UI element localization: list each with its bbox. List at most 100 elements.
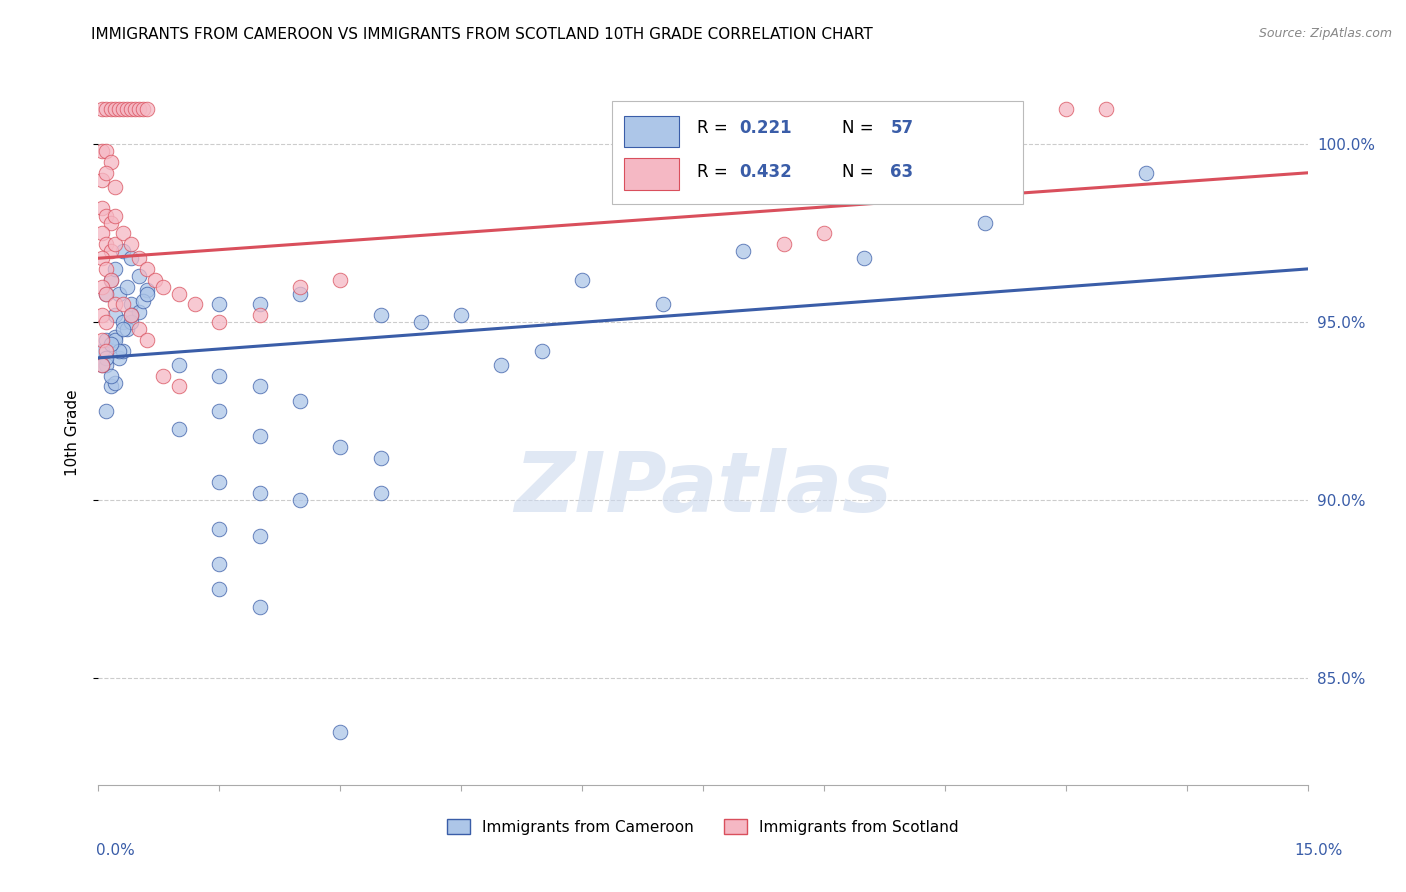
Point <box>91 333 114 347</box>
Text: R =: R = <box>697 163 733 181</box>
Text: IMMIGRANTS FROM CAMEROON VS IMMIGRANTS FROM SCOTLAND 10TH GRADE CORRELATION CHAR: IMMIGRANTS FROM CAMEROON VS IMMIGRANTS F… <box>91 27 873 42</box>
Point <box>974 216 997 230</box>
Point <box>249 379 271 393</box>
Point <box>96 358 118 372</box>
Point <box>103 209 125 223</box>
Point <box>288 393 311 408</box>
Point <box>288 286 311 301</box>
Point <box>208 522 231 536</box>
Point <box>100 368 122 383</box>
Point <box>91 358 114 372</box>
Point <box>152 279 174 293</box>
Point <box>111 297 134 311</box>
Point <box>120 251 142 265</box>
Point <box>107 351 129 365</box>
FancyBboxPatch shape <box>624 158 679 189</box>
Point <box>103 102 125 116</box>
Point <box>103 297 125 311</box>
Point <box>132 293 155 308</box>
Point <box>120 237 142 252</box>
Point <box>103 308 125 322</box>
Point <box>167 358 190 372</box>
Point <box>91 173 114 187</box>
Point <box>91 227 114 241</box>
Point <box>208 558 231 572</box>
Point <box>96 343 118 358</box>
Point <box>208 475 231 490</box>
Point <box>128 322 150 336</box>
Y-axis label: 10th Grade: 10th Grade <box>65 389 80 476</box>
Text: 0.0%: 0.0% <box>96 843 135 858</box>
Point <box>96 351 118 365</box>
Point <box>107 102 129 116</box>
Point <box>208 368 231 383</box>
Point <box>329 272 352 286</box>
Point <box>651 297 673 311</box>
Point <box>91 251 114 265</box>
Point <box>135 102 157 116</box>
Point <box>249 529 271 543</box>
Point <box>100 102 122 116</box>
Point <box>91 145 114 159</box>
Point <box>103 261 125 276</box>
Point <box>103 329 125 343</box>
Point <box>772 237 794 252</box>
Point <box>111 315 134 329</box>
Point <box>135 283 157 297</box>
Point <box>96 166 118 180</box>
Point <box>115 279 138 293</box>
Point <box>111 244 134 259</box>
Text: 0.432: 0.432 <box>740 163 792 181</box>
Point <box>103 237 125 252</box>
Point <box>813 227 835 241</box>
Point <box>135 286 157 301</box>
Point <box>1135 166 1157 180</box>
Point <box>249 429 271 443</box>
Point <box>1095 102 1118 116</box>
Point <box>249 308 271 322</box>
Point <box>128 304 150 318</box>
Point <box>249 297 271 311</box>
Point <box>96 209 118 223</box>
Point <box>329 440 352 454</box>
Point <box>96 404 118 418</box>
Point <box>208 315 231 329</box>
Point <box>111 322 134 336</box>
FancyBboxPatch shape <box>624 115 679 147</box>
Point <box>329 724 352 739</box>
Point <box>1054 102 1077 116</box>
Point <box>100 379 122 393</box>
Point <box>530 343 553 358</box>
Point <box>96 333 118 347</box>
Point <box>120 102 142 116</box>
Point <box>111 343 134 358</box>
Point <box>571 272 593 286</box>
Point <box>128 251 150 265</box>
Point <box>96 145 118 159</box>
Text: N =: N = <box>842 120 879 137</box>
Text: Source: ZipAtlas.com: Source: ZipAtlas.com <box>1258 27 1392 40</box>
Point <box>107 343 129 358</box>
Point <box>120 308 142 322</box>
Point <box>115 102 138 116</box>
Point <box>96 286 118 301</box>
Point <box>491 358 513 372</box>
Point <box>100 216 122 230</box>
Point <box>91 202 114 216</box>
Point <box>91 102 114 116</box>
Point <box>100 272 122 286</box>
Point <box>96 237 118 252</box>
Point <box>208 404 231 418</box>
Point <box>128 268 150 283</box>
Point <box>208 297 231 311</box>
Point <box>96 261 118 276</box>
Point <box>135 333 157 347</box>
Point <box>103 376 125 390</box>
Point <box>370 450 392 465</box>
Point <box>853 251 876 265</box>
Point <box>96 102 118 116</box>
Point <box>249 486 271 500</box>
Point <box>143 272 166 286</box>
Point <box>288 279 311 293</box>
Point <box>288 493 311 508</box>
